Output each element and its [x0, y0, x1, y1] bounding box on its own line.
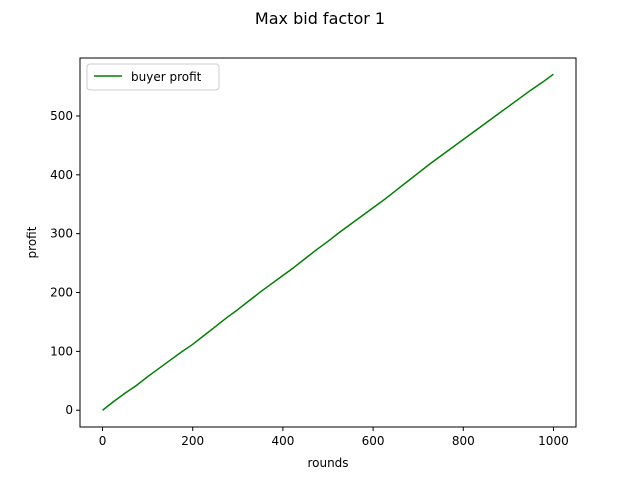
series-line-buyer-profit: [102, 73, 554, 411]
x-tick-label: 200: [181, 434, 204, 448]
y-axis-label: profit: [25, 226, 39, 258]
y-tick-label: 0: [65, 403, 73, 417]
y-axis-ticks: 0 100 200 300 400 500: [50, 109, 80, 417]
plot-frame: [79, 57, 577, 428]
legend-label-buyer-profit: buyer profit: [131, 70, 202, 84]
x-axis-ticks: 0 200 400 600 800 1000: [99, 427, 569, 448]
chart-title: Max bid factor 1: [255, 9, 385, 28]
y-tick-label: 500: [50, 109, 73, 123]
x-tick-label: 400: [271, 434, 294, 448]
series-layer: [102, 73, 554, 411]
y-tick-label: 200: [50, 286, 73, 300]
x-tick-label: 600: [362, 434, 385, 448]
x-tick-label: 1000: [538, 434, 569, 448]
y-tick-label: 300: [50, 227, 73, 241]
legend: buyer profit: [86, 63, 220, 91]
x-tick-label: 800: [452, 434, 475, 448]
legend-box: [86, 63, 220, 91]
x-tick-label: 0: [99, 434, 107, 448]
x-axis-label: rounds: [307, 456, 348, 470]
y-tick-label: 400: [50, 168, 73, 182]
y-tick-label: 100: [50, 344, 73, 358]
